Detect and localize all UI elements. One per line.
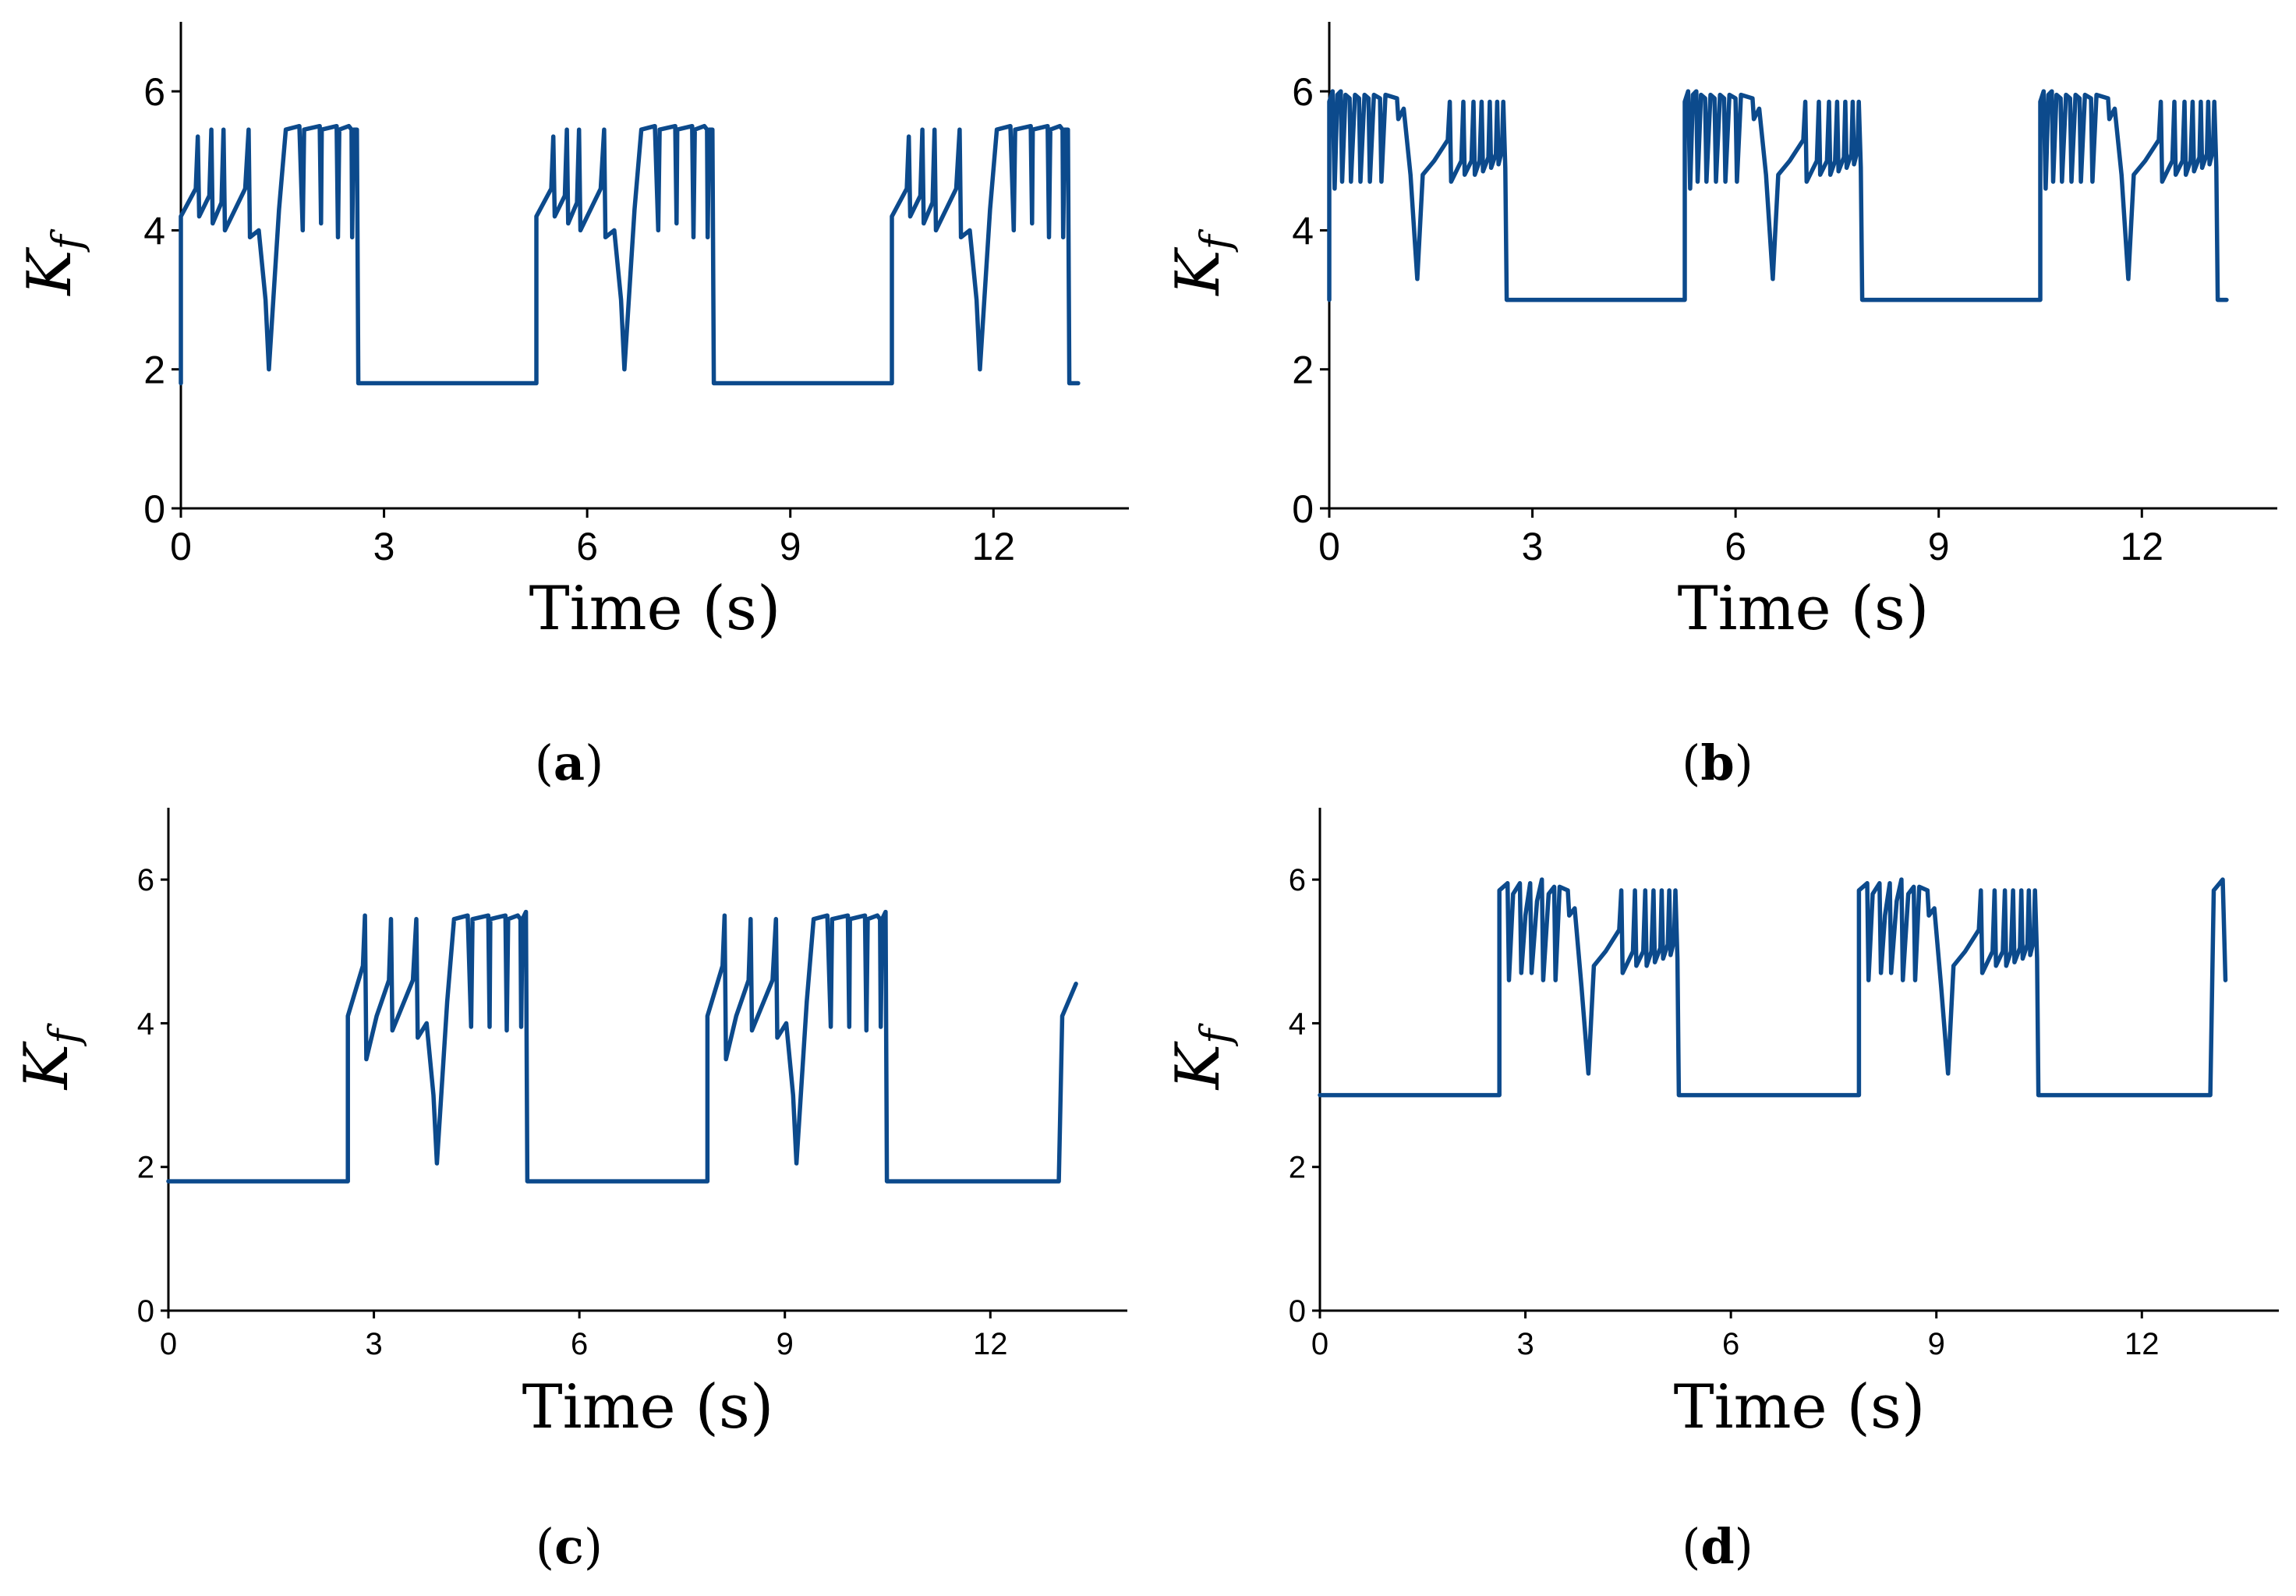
y-tick-label: 4	[143, 209, 165, 253]
panel-caption-open: (	[1682, 734, 1700, 791]
panel-caption-close: )	[585, 734, 603, 791]
x-tick-label: 6	[1725, 525, 1746, 568]
y-tick-label: 0	[1289, 1294, 1306, 1329]
x-tick-label: 0	[170, 525, 192, 568]
panel-caption-open: (	[1682, 1518, 1700, 1575]
x-tick-label: 9	[780, 525, 801, 568]
x-tick-label: 3	[373, 525, 395, 568]
kf-series-line	[1318, 877, 2228, 1098]
kf-series-line	[166, 909, 1078, 1184]
chart-panel-c: 0 3 6 9 12 0 2 4 6 Time (s) Kf (c)	[12, 808, 1127, 1575]
chart-panel-a: 0 3 6 9 12 0 2 4 6 Time (s) Kf (a)	[15, 22, 1129, 791]
x-tick-label: 6	[576, 525, 598, 568]
x-tick-label: 9	[1928, 525, 1950, 568]
kf-series-line	[1327, 89, 2229, 303]
y-tick-label: 2	[143, 349, 165, 392]
y-tick-label: 6	[143, 70, 165, 114]
x-tick-label: 0	[1318, 525, 1340, 568]
x-axis-label: Time (s)	[529, 574, 781, 644]
x-tick-label: 3	[1516, 1327, 1534, 1361]
x-tick-label: 12	[2120, 525, 2163, 568]
panel-caption: (c)	[536, 1518, 603, 1575]
y-axis-label: Kf	[12, 1023, 88, 1091]
y-tick-label: 0	[143, 487, 165, 531]
panel-caption-close: )	[584, 1518, 603, 1575]
panel-caption-open: (	[536, 1518, 554, 1575]
panel-caption-letter: d	[1700, 1518, 1734, 1575]
x-tick-label: 6	[1722, 1327, 1739, 1361]
x-tick-label: 0	[160, 1327, 177, 1361]
panel-caption: (d)	[1682, 1518, 1753, 1575]
chart-panel-d: 0 3 6 9 12 0 2 4 6 Time (s) Kf (d)	[1163, 808, 2279, 1575]
panel-caption: (a)	[535, 734, 604, 791]
y-tick-label: 0	[1292, 487, 1314, 531]
kf-series-line	[179, 123, 1081, 386]
y-tick-label: 2	[137, 1151, 154, 1185]
panel-caption: (b)	[1682, 734, 1753, 791]
y-axis-label-main: K	[15, 246, 85, 297]
y-tick-label: 2	[1289, 1151, 1306, 1185]
y-axis-label: Kf	[1163, 228, 1240, 296]
y-tick-label: 4	[1289, 1007, 1306, 1041]
y-axis-label-main: K	[1163, 246, 1233, 297]
y-tick-label: 6	[1292, 70, 1314, 114]
y-axis-label-sub: f	[44, 228, 91, 253]
y-axis-label-main: K	[1163, 1040, 1233, 1091]
x-axis-label: Time (s)	[1678, 574, 1930, 644]
y-tick-label: 2	[1292, 349, 1314, 392]
y-tick-label: 6	[1289, 863, 1306, 897]
y-axis-label: Kf	[15, 228, 91, 296]
panel-caption-letter: b	[1700, 734, 1734, 791]
y-axis-label-sub: f	[41, 1023, 88, 1047]
panel-caption-letter: a	[554, 734, 585, 791]
x-tick-label: 0	[1311, 1327, 1328, 1361]
x-axis-label: Time (s)	[1674, 1372, 1926, 1442]
y-tick-label: 6	[137, 863, 154, 897]
y-tick-label: 4	[1292, 209, 1314, 253]
x-tick-label: 12	[973, 1327, 1008, 1361]
y-axis-label-main: K	[12, 1040, 82, 1091]
x-axis-label: Time (s)	[522, 1372, 774, 1442]
panel-caption-letter: c	[554, 1518, 584, 1575]
y-axis-label: Kf	[1163, 1023, 1240, 1091]
x-tick-label: 9	[777, 1327, 794, 1361]
x-tick-label: 12	[2124, 1327, 2160, 1361]
y-tick-label: 4	[137, 1007, 154, 1041]
x-tick-label: 12	[971, 525, 1015, 568]
chart-panel-b: 0 3 6 9 12 0 2 4 6 Time (s) Kf (b)	[1163, 22, 2277, 791]
panel-caption-close: )	[1735, 1518, 1753, 1575]
y-tick-label: 0	[137, 1294, 154, 1329]
y-axis-label-sub: f	[1193, 1023, 1240, 1047]
x-tick-label: 3	[1522, 525, 1544, 568]
y-axis-label-sub: f	[1193, 228, 1240, 253]
x-tick-label: 6	[571, 1327, 588, 1361]
x-tick-label: 9	[1928, 1327, 1945, 1361]
panel-caption-open: (	[535, 734, 554, 791]
x-tick-label: 3	[365, 1327, 382, 1361]
panel-caption-close: )	[1735, 734, 1753, 791]
